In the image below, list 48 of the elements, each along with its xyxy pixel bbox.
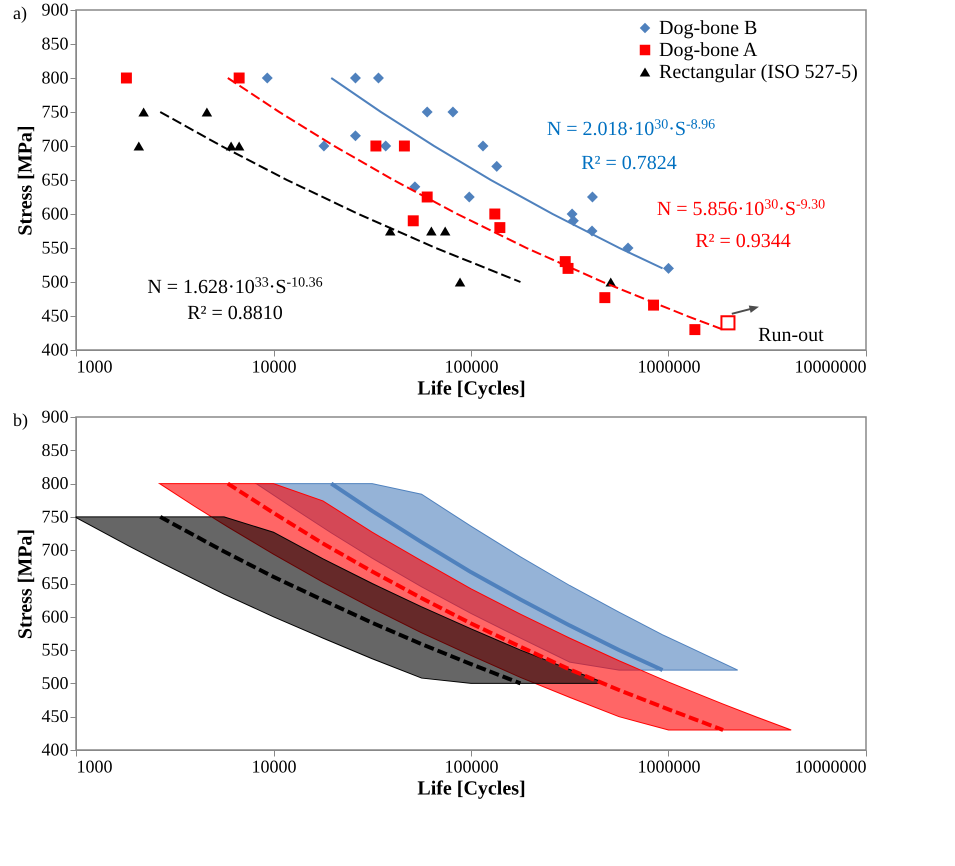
legend-label: Rectangular (ISO 527-5)	[659, 61, 858, 83]
x-tick-label: 10000	[252, 756, 296, 776]
x-tick-label: 1000	[76, 756, 112, 776]
y-tick-label: 450	[42, 706, 68, 726]
annotation: Run-out	[758, 324, 824, 346]
y-tick-label: 600	[42, 606, 68, 626]
y-tick-label: 550	[42, 640, 68, 660]
annotation: R² = 0.8810	[187, 302, 283, 324]
y-axis-title: Stress [MPa]	[14, 528, 36, 640]
x-tick-label: 1000000	[638, 356, 700, 376]
annotation: N = 5.856·10$^{30}$·S$^{-9.30}$	[656, 198, 826, 220]
x-tick-label: 1000	[76, 356, 112, 376]
y-tick-label: 650	[42, 170, 68, 190]
y-tick-label: 900	[42, 0, 68, 20]
y-axis-title: Stress [MPa]	[14, 125, 36, 236]
x-tick-label: 10000000	[794, 756, 866, 776]
y-tick-label: 700	[42, 136, 68, 156]
y-tick-label: 750	[42, 506, 68, 526]
y-tick-label: 450	[42, 306, 68, 326]
x-tick-label: 10000000	[794, 356, 866, 376]
annotation: N = 1.628·10$^{33}$·S$^{-10.36}$	[147, 276, 323, 298]
x-tick-label: 100000	[444, 756, 498, 776]
legend-label: Dog-bone B	[659, 17, 758, 39]
y-tick-label: 500	[42, 272, 68, 292]
annotation: R² = 0.7824	[581, 152, 677, 174]
y-tick-label: 550	[42, 238, 68, 258]
y-tick-label: 900	[42, 406, 68, 426]
chart-title: b)	[13, 410, 28, 430]
x-tick-label: 100000	[444, 356, 498, 376]
y-tick-label: 800	[42, 473, 68, 494]
x-axis-title: Life [Cycles]	[417, 778, 526, 800]
annotation: R² = 0.9344	[695, 230, 791, 252]
chart-title: a)	[13, 3, 27, 23]
y-tick-label: 400	[42, 340, 68, 360]
x-tick-label: 10000	[252, 356, 296, 376]
y-tick-label: 500	[42, 672, 68, 693]
x-axis-title: Life [Cycles]	[417, 378, 526, 400]
y-tick-label: 750	[42, 102, 68, 122]
y-tick-label: 650	[42, 573, 68, 593]
y-tick-label: 700	[42, 540, 68, 560]
y-tick-label: 400	[42, 740, 68, 760]
annotation: N = 2.018·10$^{30}$·S$^{-8.96}$	[546, 118, 716, 140]
y-tick-label: 800	[42, 68, 68, 88]
y-tick-label: 600	[42, 204, 68, 224]
y-tick-label: 850	[42, 440, 68, 460]
legend-label: Dog-bone A	[659, 39, 758, 61]
x-tick-label: 1000000	[638, 756, 700, 776]
y-tick-label: 850	[42, 34, 68, 54]
